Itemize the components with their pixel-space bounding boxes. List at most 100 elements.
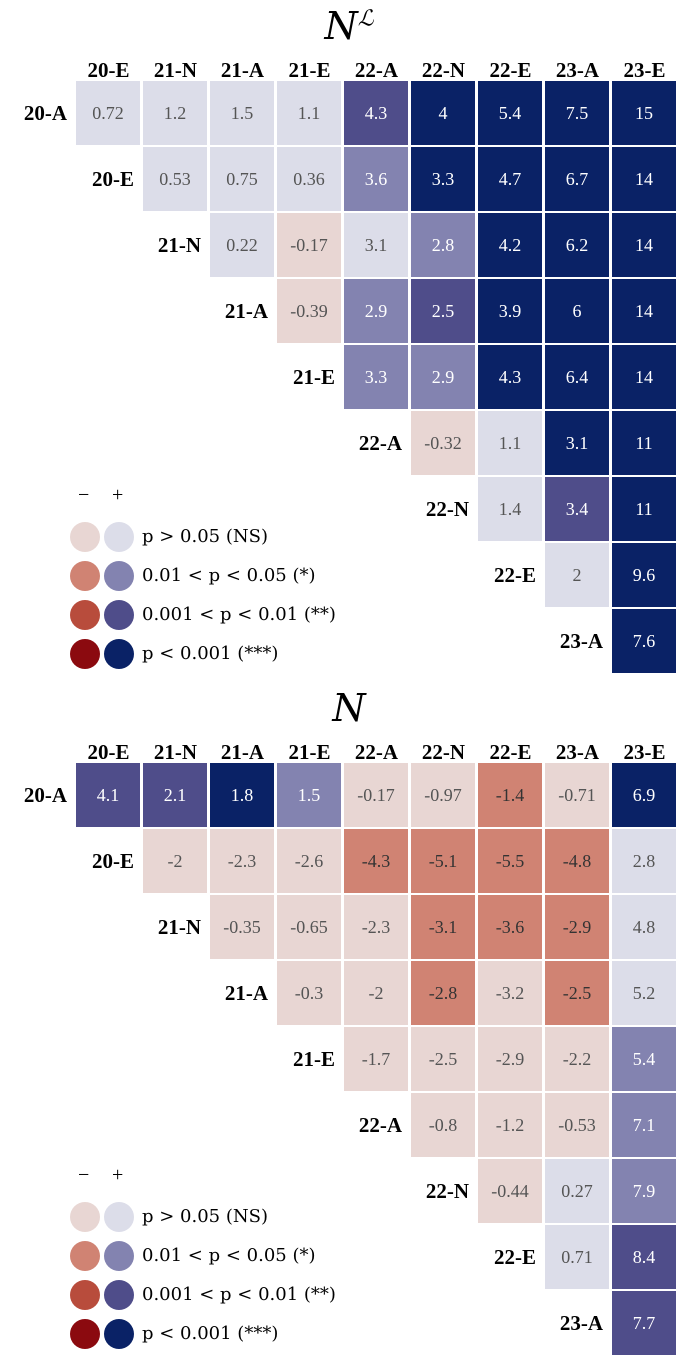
legend-positive-swatch bbox=[104, 561, 134, 591]
heatmap-cell: 0.22 bbox=[209, 212, 275, 278]
heatmap-cell: 14 bbox=[611, 278, 677, 344]
heatmap-cell: 7.1 bbox=[611, 1092, 677, 1158]
row-label: 21-A bbox=[224, 981, 268, 1005]
heatmap-cell: -1.4 bbox=[477, 762, 543, 828]
legend-negative-swatch bbox=[70, 522, 100, 552]
heatmap-cell: 2.1 bbox=[142, 762, 208, 828]
legend-minus-label: − bbox=[78, 484, 90, 506]
column-header: 21-N bbox=[153, 58, 198, 82]
legend-item: 0.001 < p < 0.01 (**) bbox=[70, 600, 390, 632]
legend-positive-swatch bbox=[104, 1202, 134, 1232]
heatmap-cell: -2.5 bbox=[544, 960, 610, 1026]
legend-plus-label: + bbox=[112, 484, 124, 506]
heatmap-cell: -1.2 bbox=[477, 1092, 543, 1158]
heatmap-cell: 14 bbox=[611, 344, 677, 410]
heatmap-cell: 1.4 bbox=[477, 476, 543, 542]
heatmap-cell: -0.32 bbox=[410, 410, 476, 476]
heatmap-cell: 2.9 bbox=[410, 344, 476, 410]
legend-negative-swatch bbox=[70, 1241, 100, 1271]
row-label: 22-E bbox=[494, 1245, 536, 1269]
heatmap-cell: 0.71 bbox=[544, 1224, 610, 1290]
legend-negative-swatch bbox=[70, 600, 100, 630]
column-header: 23-E bbox=[623, 58, 666, 82]
heatmap-cell: -2.9 bbox=[477, 1026, 543, 1092]
heatmap-cell: 2.8 bbox=[410, 212, 476, 278]
legend-item: 0.01 < p < 0.05 (*) bbox=[70, 561, 390, 593]
heatmap-cell: -5.5 bbox=[477, 828, 543, 894]
row-label: 21-E bbox=[293, 365, 335, 389]
row-label: 22-N bbox=[425, 497, 469, 521]
heatmap-cell: 3.3 bbox=[410, 146, 476, 212]
row-label: 21-A bbox=[224, 299, 268, 323]
row-label: 22-N bbox=[425, 1179, 469, 1203]
heatmap-cell: 0.53 bbox=[142, 146, 208, 212]
legend-label: p > 0.05 (NS) bbox=[142, 1206, 268, 1227]
heatmap-cell: 15 bbox=[611, 80, 677, 146]
row-label: 20-E bbox=[92, 167, 134, 191]
heatmap-cell: -0.3 bbox=[276, 960, 342, 1026]
legend-label: p > 0.05 (NS) bbox=[142, 526, 268, 547]
column-header: 21-E bbox=[288, 58, 331, 82]
heatmap-cell: 2.9 bbox=[343, 278, 409, 344]
legend-item: 0.001 < p < 0.01 (**) bbox=[70, 1280, 390, 1312]
heatmap-cell: 4.3 bbox=[343, 80, 409, 146]
column-header: 23-A bbox=[555, 58, 600, 82]
column-header: 22-E bbox=[489, 740, 532, 764]
heatmap-panel-nl: Nℒ 20-E 21-N 21-A 21-E 22-A 22-N 22-E 23-A 23-E 2… bbox=[0, 0, 698, 680]
heatmap-cell: -1.7 bbox=[343, 1026, 409, 1092]
heatmap-cell: -5.1 bbox=[410, 828, 476, 894]
heatmap-cell: 3.3 bbox=[343, 344, 409, 410]
column-header: 21-A bbox=[220, 740, 265, 764]
column-header: 22-N bbox=[421, 740, 466, 764]
heatmap-cell: -0.53 bbox=[544, 1092, 610, 1158]
legend-positive-swatch bbox=[104, 522, 134, 552]
row-label: 22-A bbox=[358, 1113, 402, 1137]
legend-positive-swatch bbox=[104, 1280, 134, 1310]
heatmap-cell: -0.17 bbox=[343, 762, 409, 828]
heatmap-cell: 7.9 bbox=[611, 1158, 677, 1224]
legend-label: 0.001 < p < 0.01 (**) bbox=[142, 604, 336, 625]
heatmap-cell: 5.4 bbox=[477, 80, 543, 146]
row-label: 21-E bbox=[293, 1047, 335, 1071]
heatmap-cell: 6.9 bbox=[611, 762, 677, 828]
row-label: 21-N bbox=[157, 233, 201, 257]
heatmap-cell: 6.2 bbox=[544, 212, 610, 278]
row-label: 22-A bbox=[358, 431, 402, 455]
heatmap-cell: 6.4 bbox=[544, 344, 610, 410]
legend-negative-swatch bbox=[70, 1280, 100, 1310]
heatmap-cell: -0.35 bbox=[209, 894, 275, 960]
column-header: 22-A bbox=[354, 58, 399, 82]
heatmap-cell: 1.1 bbox=[276, 80, 342, 146]
column-header: 22-N bbox=[421, 58, 466, 82]
heatmap-cell: -2 bbox=[142, 828, 208, 894]
column-header: 20-E bbox=[87, 740, 130, 764]
column-header: 21-A bbox=[220, 58, 265, 82]
legend-negative-swatch bbox=[70, 1202, 100, 1232]
row-label: 22-E bbox=[494, 563, 536, 587]
row-label: 23-A bbox=[559, 1311, 603, 1335]
legend-item: p < 0.001 (***) bbox=[70, 1319, 390, 1351]
heatmap-cell: -0.8 bbox=[410, 1092, 476, 1158]
heatmap-cell: -3.6 bbox=[477, 894, 543, 960]
legend-label: p < 0.001 (***) bbox=[142, 1323, 279, 1344]
column-header: 21-E bbox=[288, 740, 331, 764]
legend-positive-swatch bbox=[104, 600, 134, 630]
heatmap-cell: -2 bbox=[343, 960, 409, 1026]
row-label: 23-A bbox=[559, 629, 603, 653]
heatmap-cell: 4.8 bbox=[611, 894, 677, 960]
heatmap-cell: 8.4 bbox=[611, 1224, 677, 1290]
legend-negative-swatch bbox=[70, 1319, 100, 1349]
heatmap-cell: 2 bbox=[544, 542, 610, 608]
row-label: 21-N bbox=[157, 915, 201, 939]
heatmap-cell: -0.44 bbox=[477, 1158, 543, 1224]
column-header: 22-E bbox=[489, 58, 532, 82]
heatmap-cell: 1.2 bbox=[142, 80, 208, 146]
heatmap-cell: -2.3 bbox=[343, 894, 409, 960]
heatmap-cell: 6.7 bbox=[544, 146, 610, 212]
legend-positive-swatch bbox=[104, 1241, 134, 1271]
heatmap-cell: 0.75 bbox=[209, 146, 275, 212]
column-header: 21-N bbox=[153, 740, 198, 764]
heatmap-cell: -0.17 bbox=[276, 212, 342, 278]
chart-title: Nℒ bbox=[324, 4, 374, 48]
heatmap-cell: -4.3 bbox=[343, 828, 409, 894]
